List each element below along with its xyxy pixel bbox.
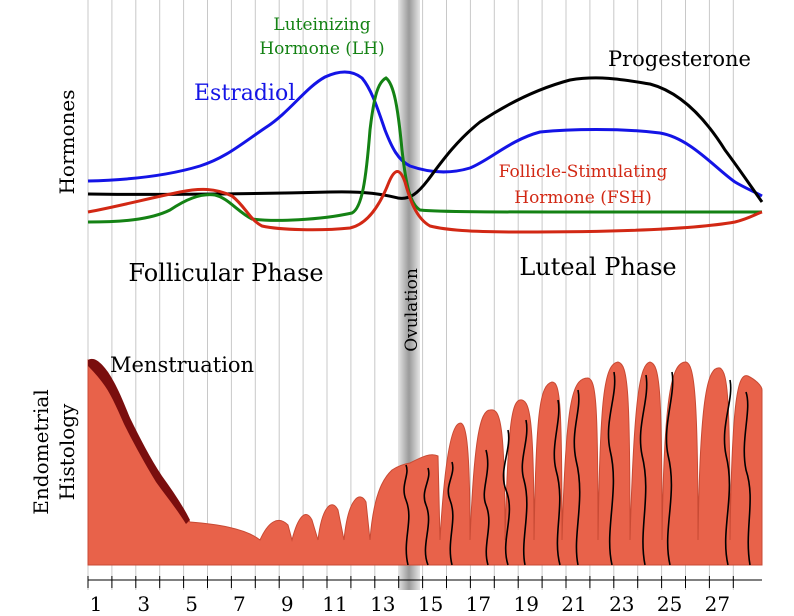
progesterone-label: Progesterone (608, 47, 751, 71)
day-tick-label: 11 (322, 592, 347, 616)
day-tick-label: 15 (418, 592, 443, 616)
day-tick-label: 13 (370, 592, 395, 616)
luteal-phase-label: Luteal Phase (519, 253, 676, 281)
lh-curve (87, 76, 762, 224)
ovulation-band (398, 0, 420, 590)
fsh-curve (87, 170, 763, 234)
day-tick-label: 3 (137, 592, 150, 616)
day-tick-label: 25 (657, 592, 682, 616)
day-tick-label: 17 (466, 592, 491, 616)
fsh-label-line1: Follicle-Stimulating (499, 162, 668, 182)
estradiol-curve (87, 70, 763, 198)
lh-label-line1: Luteinizing (273, 15, 370, 35)
histology-label-line2: Histology (55, 403, 79, 500)
spiral-arteries (403, 371, 751, 566)
day-tick-label: 27 (705, 592, 730, 616)
day-tick-label: 5 (185, 592, 198, 616)
day-axis-ticks: 1 3 5 7 9 11 13 15 17 19 21 23 25 27 (87, 576, 734, 616)
progesterone-curve (87, 76, 764, 203)
hormones-axis-label: Hormones (55, 89, 79, 194)
day-tick-label: 7 (233, 592, 246, 616)
day-tick-label: 19 (513, 592, 538, 616)
endometrium-tissue (87, 359, 763, 566)
menstruation-label: Menstruation (110, 353, 254, 377)
day-tick-label: 1 (90, 592, 103, 616)
estradiol-label: Estradiol (194, 81, 295, 106)
fsh-label-line2: Hormone (FSH) (514, 188, 652, 208)
histology-label-line1: Endometrial (29, 389, 53, 514)
day-tick-label: 9 (281, 592, 294, 616)
ovulation-label: Ovulation (402, 268, 422, 352)
follicular-phase-label: Follicular Phase (128, 259, 323, 287)
day-tick-label: 21 (561, 592, 586, 616)
menstrual-shedding-edge (88, 358, 190, 524)
lh-label-line2: Hormone (LH) (259, 39, 384, 59)
day-tick-label: 23 (609, 592, 634, 616)
